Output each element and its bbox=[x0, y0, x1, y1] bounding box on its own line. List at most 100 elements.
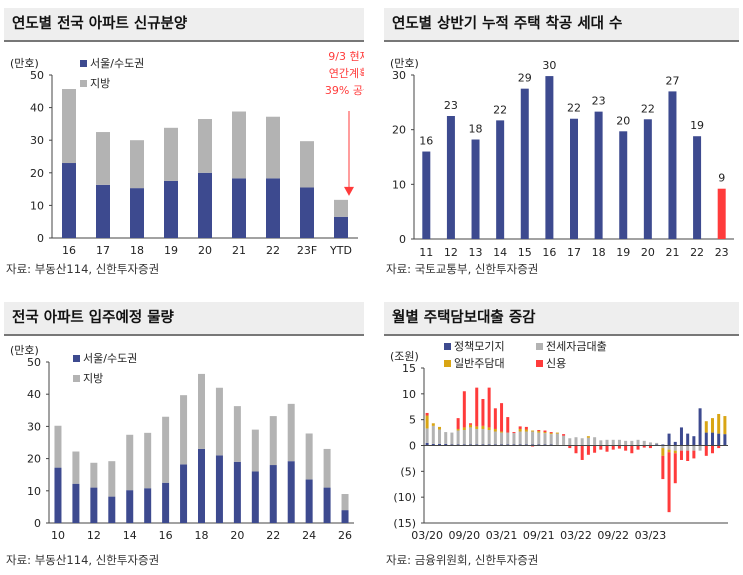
bar-18-지방 bbox=[198, 373, 205, 449]
bar-37-전세자금대출 bbox=[655, 442, 659, 445]
x-tick-label: 22 bbox=[266, 529, 280, 542]
x-tick-label: 14 bbox=[123, 529, 137, 542]
bar-6-정책모기지 bbox=[462, 444, 466, 446]
bar-18-서울/수도권 bbox=[130, 188, 144, 238]
data-label: 22 bbox=[493, 103, 507, 116]
bar-21 bbox=[668, 91, 677, 240]
bar-17-지방 bbox=[180, 395, 188, 465]
bar-9-일반주담대 bbox=[481, 425, 485, 429]
bar-14 bbox=[496, 120, 505, 239]
bar-18-일반주담대 bbox=[537, 431, 541, 433]
bar-14-지방 bbox=[126, 434, 134, 491]
bar-17-일반주담대 bbox=[531, 430, 535, 432]
bar-5-일반주담대 bbox=[456, 428, 460, 431]
x-tick-label: 15 bbox=[518, 246, 532, 259]
bar-21-지방 bbox=[232, 111, 246, 179]
bar-33-신용 bbox=[630, 445, 634, 454]
bar-7-일반주담대 bbox=[469, 424, 473, 428]
y-tick-label: 5 bbox=[409, 414, 416, 427]
bar-22 bbox=[693, 136, 702, 239]
panel-title-new-supply: 연도별 전국 아파트 신규분양 bbox=[4, 8, 364, 42]
bar-34-신용 bbox=[636, 445, 640, 450]
bar-38-전세자금대출 bbox=[661, 445, 665, 449]
bar-42-신용 bbox=[686, 450, 690, 461]
y-tick-label: 20 bbox=[30, 167, 44, 180]
bar-11-지방 bbox=[72, 451, 80, 484]
bar-33-전세자금대출 bbox=[630, 440, 634, 445]
bar-36-신용 bbox=[648, 445, 652, 449]
bar-16-정책모기지 bbox=[524, 444, 528, 446]
bar-23F-지방 bbox=[300, 141, 314, 188]
x-tick-label: 18 bbox=[195, 529, 209, 542]
x-tick-label: 09/20 bbox=[448, 529, 480, 542]
bar-29-신용 bbox=[605, 445, 609, 452]
bar-20 bbox=[643, 119, 652, 239]
bar-0-전세자금대출 bbox=[425, 428, 429, 443]
bar-4-정책모기지 bbox=[450, 444, 454, 446]
annotation-arrow-head bbox=[344, 186, 354, 196]
bar-7-전세자금대출 bbox=[469, 427, 473, 445]
bar-42-정책모기지 bbox=[686, 433, 690, 446]
legend-swatch-일반주담대 bbox=[444, 360, 451, 367]
chart-new-supply: 0 10 20 30 40 50(만호) 16 17 18 19 20 21 22 23F YTD 서울/수도… bbox=[10, 50, 364, 257]
y-tick-label: 40 bbox=[30, 102, 44, 115]
bar-6-전세자금대출 bbox=[462, 430, 466, 445]
x-tick-label: 24 bbox=[302, 529, 316, 542]
bar-26-서울/수도권 bbox=[341, 510, 349, 523]
bar-26-신용 bbox=[586, 445, 590, 455]
y-tick-label: 20 bbox=[392, 124, 406, 137]
bar-11-정책모기지 bbox=[493, 444, 497, 446]
bar-2-일반주담대 bbox=[438, 426, 442, 430]
bar-30-신용 bbox=[611, 445, 615, 450]
x-tick-label: 23F bbox=[297, 244, 317, 257]
bar-41-신용 bbox=[679, 450, 683, 460]
source-new-supply: 자료: 부동산114, 신한투자증권 bbox=[6, 262, 160, 276]
chart-mortgage: 15 10 5 0 (5) (10) (15) (조원) 03/20 09/20 03/21 09/2… bbox=[390, 340, 728, 542]
bar-13-지방 bbox=[108, 461, 116, 497]
bar-16 bbox=[545, 76, 554, 239]
bar-41-전세자금대출 bbox=[679, 445, 683, 451]
x-tick-label: 03/22 bbox=[560, 529, 592, 542]
bar-22-서울/수도권 bbox=[266, 178, 280, 238]
bar-29-전세자금대출 bbox=[605, 439, 609, 445]
bar-24-전세자금대출 bbox=[574, 437, 578, 445]
bar-15 bbox=[520, 88, 529, 239]
x-tick-label: 26 bbox=[338, 529, 352, 542]
bar-19-지방 bbox=[164, 127, 178, 181]
bar-13-신용 bbox=[506, 417, 510, 433]
bar-9-정책모기지 bbox=[481, 444, 485, 446]
bar-25-신용 bbox=[580, 445, 584, 460]
x-tick-label: 09/22 bbox=[597, 529, 629, 542]
x-tick-label: 03/21 bbox=[486, 529, 518, 542]
bar-16-신용 bbox=[524, 426, 528, 430]
bar-43-정책모기지 bbox=[692, 436, 696, 446]
bar-19 bbox=[619, 131, 628, 239]
x-tick-label: 12 bbox=[444, 246, 458, 259]
bar-40-신용 bbox=[673, 453, 677, 484]
x-tick-label: 13 bbox=[469, 246, 483, 259]
bar-47-신용 bbox=[717, 445, 721, 449]
bar-11-신용 bbox=[493, 408, 497, 429]
annotation-text: 39% 공급 bbox=[325, 84, 364, 97]
bar-20-일반주담대 bbox=[549, 433, 553, 435]
bar-26-전세자금대출 bbox=[586, 437, 590, 445]
bar-13-정책모기지 bbox=[506, 444, 510, 446]
y-tick-label: 10 bbox=[27, 485, 41, 498]
x-tick-label: 18 bbox=[130, 244, 144, 257]
bar-23-전세자금대출 bbox=[568, 438, 572, 445]
y-tick-label: 50 bbox=[27, 356, 41, 369]
x-tick-label: 17 bbox=[96, 244, 110, 257]
panel-move-in: 전국 아파트 입주예정 물량 0 10 20 30 40 50 (만호) 10 12 14 16 18… bbox=[4, 302, 364, 572]
bar-10-신용 bbox=[487, 387, 491, 428]
y-tick-label: 0 bbox=[37, 232, 44, 245]
bar-21-서울/수도권 bbox=[251, 471, 259, 523]
bar-15-일반주담대 bbox=[518, 428, 522, 432]
bar-19-서울/수도권 bbox=[164, 180, 178, 238]
bar-18-신용 bbox=[537, 430, 541, 432]
data-label: 29 bbox=[518, 72, 532, 85]
bar-2-전세자금대출 bbox=[438, 429, 442, 444]
bar-12-지방 bbox=[90, 462, 98, 488]
bar-44-전세자금대출 bbox=[698, 445, 702, 451]
bar-23-지방 bbox=[287, 403, 295, 462]
bar-24-신용 bbox=[574, 445, 578, 454]
